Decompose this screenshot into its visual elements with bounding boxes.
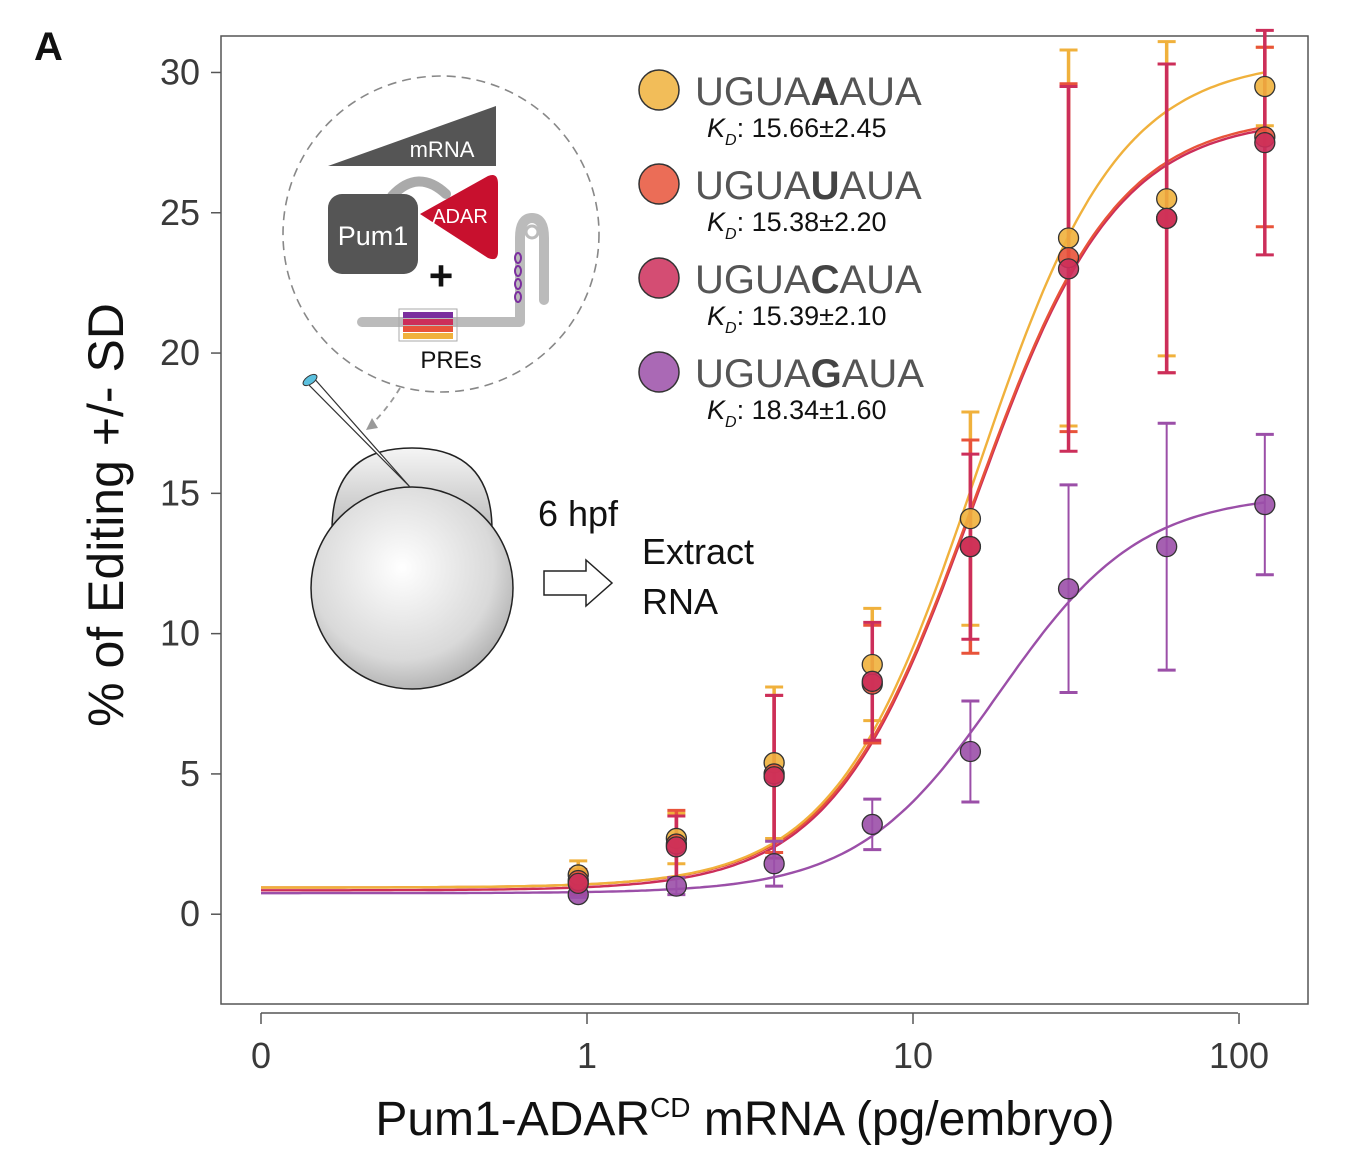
y-tick-label: 25	[160, 192, 200, 233]
x-tick-label: 10	[893, 1035, 933, 1076]
legend-marker-u	[638, 163, 680, 205]
data-point-g	[959, 740, 982, 763]
data-point-a	[1254, 75, 1276, 98]
data-point-c	[861, 670, 883, 692]
pre-stripe-g	[403, 312, 453, 318]
legend-marker-g	[638, 351, 680, 393]
mrna-gradient-wedge	[328, 106, 496, 166]
process-arrow	[543, 558, 614, 608]
edit-site-mark	[514, 265, 522, 277]
edit-site-mark	[514, 252, 522, 264]
inset-dashed-circle	[282, 75, 600, 393]
legend-marker-a	[638, 69, 680, 111]
data-point-a	[959, 507, 982, 530]
legend-marker-c	[638, 257, 680, 299]
data-point-a	[1057, 227, 1080, 249]
injection-arrowhead	[366, 418, 378, 430]
data-point-a	[1156, 188, 1178, 210]
injection-arrow	[371, 387, 401, 425]
x-axis-title-sup: CD	[650, 1092, 690, 1123]
extract-label-line2: RNA	[642, 581, 718, 622]
legend-kd: KD: 18.34±1.60	[707, 395, 887, 431]
reporter-hairpin	[515, 212, 549, 305]
mrna-label: mRNA	[410, 137, 475, 162]
data-point-c	[1254, 131, 1276, 154]
y-tick-label: 20	[160, 332, 200, 373]
legend-sequence: UGUAUAUA	[695, 164, 922, 208]
data-point-c	[959, 536, 982, 558]
x-tick-label: 100	[1209, 1035, 1269, 1076]
plot-frame	[220, 35, 1309, 1005]
error-bars	[569, 28, 1274, 899]
inset-schematic: mRNA Pum1 ADAR + PREs	[282, 75, 754, 690]
y-tick-label: 10	[160, 613, 200, 654]
data-point-c	[1057, 258, 1080, 280]
y-tick-labels: 0 5 10 15 20 25 30	[160, 51, 200, 934]
legend-kd: KD: 15.66±2.45	[707, 113, 887, 149]
x-axis-title-main: Pum1-ADAR	[375, 1093, 650, 1146]
x-ticks	[260, 1013, 1240, 1024]
pum1-box	[328, 194, 418, 274]
data-point-g	[1156, 536, 1178, 558]
fit-curve-c	[261, 128, 1265, 892]
legend-kd: KD: 15.39±2.10	[707, 301, 887, 337]
needle-tip	[302, 373, 318, 387]
plus-sign: +	[429, 252, 454, 299]
data-points	[567, 75, 1276, 906]
edit-site-mark	[514, 291, 522, 303]
y-tick-label: 0	[180, 893, 200, 934]
legend-sequence: UGUAGAUA	[695, 352, 924, 396]
data-point-c	[763, 766, 785, 788]
pre-stripe-c	[403, 319, 453, 325]
extract-label-line1: Extract	[642, 531, 754, 572]
fit-curve-g	[261, 501, 1265, 895]
edit-site-mark	[514, 278, 522, 290]
adar-shape	[420, 175, 498, 260]
y-tick-label: 5	[180, 753, 200, 794]
hairpin-edit-sites	[514, 252, 522, 303]
legend-sequence: UGUAAAUA	[695, 70, 922, 114]
pre-bracket	[398, 308, 458, 342]
y-tick-label: 15	[160, 472, 200, 513]
x-tick-label: 1	[577, 1035, 597, 1076]
embryo-yolk	[310, 486, 514, 690]
x-axis-title: Pum1-ADARCD mRNA (pg/embryo)	[375, 1092, 1114, 1146]
data-point-c	[567, 872, 589, 895]
fit-curve-a	[261, 71, 1266, 889]
adar-label: ADAR	[432, 206, 488, 228]
y-ticks	[211, 71, 221, 915]
time-label: 6 hpf	[538, 493, 619, 534]
y-tick-label: 30	[160, 51, 200, 92]
pres-label: PREs	[420, 347, 481, 374]
legend-kd: KD: 15.38±2.20	[707, 207, 887, 243]
y-axis-title: % of Editing +/- SD	[78, 303, 134, 727]
x-tick-labels: 0 1 10 100	[251, 1035, 1269, 1076]
pum1-label: Pum1	[338, 221, 409, 251]
data-point-c	[665, 836, 688, 858]
data-point-g	[665, 875, 688, 897]
fit-curves	[261, 71, 1266, 895]
data-point-g	[1057, 578, 1080, 600]
pre-stripe-u	[403, 326, 453, 332]
data-point-g	[763, 853, 785, 875]
data-point-g	[1254, 493, 1276, 516]
linker-arc	[387, 176, 451, 201]
hairpin-loop	[524, 224, 540, 240]
data-point-g	[861, 813, 883, 836]
data-point-c	[1156, 207, 1178, 230]
x-tick-label: 0	[251, 1035, 271, 1076]
panel-label: A	[34, 25, 63, 69]
legend-sequence: UGUACAUA	[695, 258, 922, 302]
pre-stripe-a	[403, 333, 453, 339]
x-axis-title-rest: mRNA (pg/embryo)	[691, 1093, 1115, 1146]
